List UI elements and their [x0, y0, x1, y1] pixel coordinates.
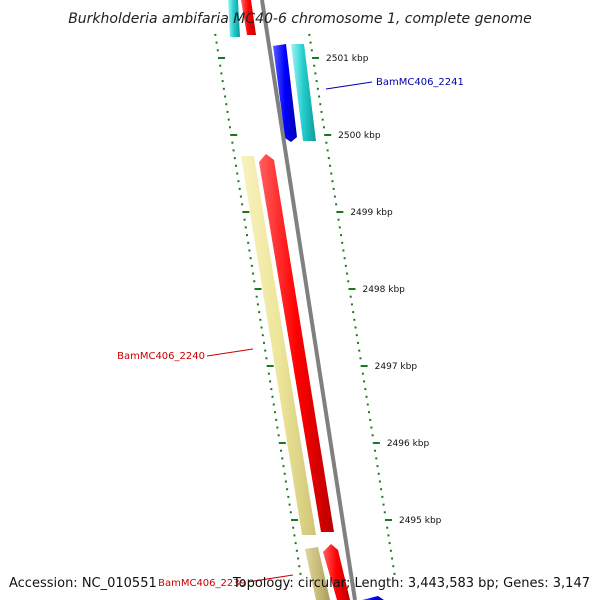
tick-label: 2499 kbp [350, 208, 393, 218]
gene-label-leader [247, 574, 294, 583]
gene-bammc406-2241[interactable] [273, 44, 316, 142]
gene-fragment-bottom[interactable] [362, 596, 384, 600]
gene-label-leader [325, 81, 373, 90]
topology-text: Topology: circular; Length: 3,443,583 bp… [232, 576, 590, 591]
tick-labels: 2501 kbp 2500 kbp 2499 kbp 2498 kbp 2497 kbp… [326, 54, 442, 526]
backbone [260, 0, 357, 600]
gene-bammc406-2239[interactable] [305, 544, 350, 600]
tick-label: 2500 kbp [338, 131, 381, 141]
gene-fragment-top[interactable] [228, 0, 256, 37]
gene-label-leader [206, 348, 254, 357]
gene-label-bammc406-2240[interactable]: BamMC406_2240 [117, 351, 205, 362]
tick-label: 2501 kbp [326, 54, 369, 64]
tick-label: 2495 kbp [399, 516, 442, 526]
gene-label-bammc406-2241[interactable]: BamMC406_2241 [376, 77, 464, 88]
map-band [218, 0, 418, 600]
tick-label: 2498 kbp [362, 285, 405, 295]
tick-label: 2497 kbp [375, 362, 418, 372]
gene-label-bammc406-2239[interactable]: BamMC406_2239 [158, 578, 246, 589]
tick-marks [214, 33, 396, 575]
gene-bammc406-2240[interactable] [241, 154, 334, 535]
accession-text: Accession: NC_010551 [9, 576, 157, 591]
map-title: Burkholderia ambifaria MC40-6 chromosome… [68, 11, 532, 27]
tick-label: 2496 kbp [387, 439, 430, 449]
